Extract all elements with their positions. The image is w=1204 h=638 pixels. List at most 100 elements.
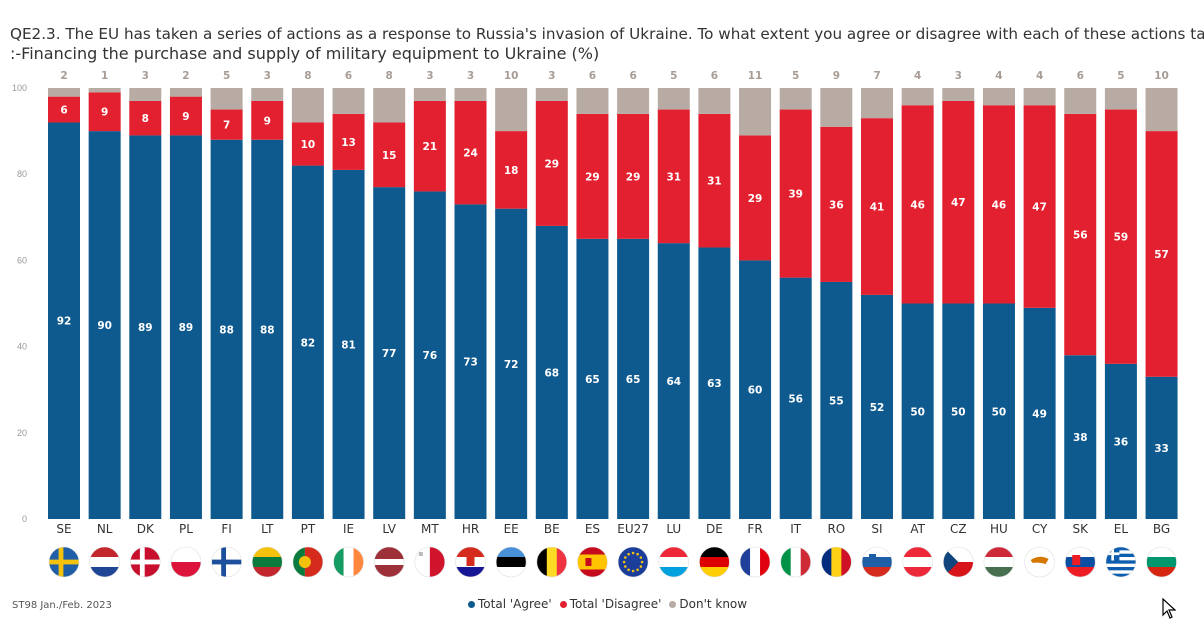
data-label-agree: 55	[829, 395, 844, 407]
category-label: IT	[790, 522, 802, 536]
data-label-dontknow: 5	[670, 70, 677, 82]
bar-disagree	[1023, 105, 1056, 308]
flag-it-icon	[780, 546, 812, 578]
data-label-dontknow: 6	[711, 70, 718, 82]
bar-dontknow	[88, 88, 121, 93]
bar-disagree	[698, 113, 731, 248]
chart-title: QE2.3. The EU has taken a series of acti…	[10, 24, 1204, 64]
data-label-dontknow: 6	[1077, 70, 1084, 82]
flag-el-icon	[1105, 546, 1137, 578]
bar-agree	[413, 191, 446, 519]
legend: Total 'Agree' Total 'Disagree' Don't kno…	[468, 597, 747, 611]
category-label: LU	[666, 522, 681, 536]
bar-agree	[1145, 376, 1178, 519]
data-label-disagree: 29	[585, 171, 600, 183]
data-label-agree: 77	[382, 348, 397, 360]
bar-dontknow	[413, 88, 446, 101]
flag-pl-icon	[170, 546, 202, 578]
data-label-dontknow: 6	[629, 70, 636, 82]
data-label-dontknow: 4	[1036, 70, 1043, 82]
data-label-agree: 88	[260, 324, 275, 336]
data-label-disagree: 8	[142, 113, 149, 125]
flag-si-icon	[861, 546, 893, 578]
data-label-dontknow: 5	[792, 70, 799, 82]
data-label-dontknow: 3	[467, 70, 474, 82]
flag-bg-icon	[1146, 546, 1177, 578]
flag-mt-icon	[414, 546, 446, 578]
bar-dontknow	[251, 88, 284, 101]
data-label-disagree: 9	[264, 115, 271, 127]
category-label: EL	[1114, 522, 1129, 536]
bar-dontknow	[739, 88, 772, 136]
bar-agree	[982, 303, 1015, 519]
bar-agree	[291, 165, 324, 519]
data-label-dontknow: 3	[426, 70, 433, 82]
data-label-agree: 49	[1032, 408, 1047, 420]
bar-disagree	[942, 100, 975, 304]
bar-agree	[210, 139, 243, 519]
legend-item-disagree: Total 'Disagree'	[559, 597, 661, 611]
data-label-disagree: 21	[423, 141, 438, 153]
bar-disagree	[739, 135, 772, 261]
bar-agree	[901, 303, 934, 519]
bar-agree	[576, 238, 609, 519]
y-tick-label: 80	[17, 169, 27, 179]
bar-agree	[739, 260, 772, 519]
bar-dontknow	[373, 88, 406, 123]
data-label-dontknow: 3	[955, 70, 962, 82]
data-label-agree: 65	[626, 374, 641, 386]
data-label-disagree: 29	[626, 171, 641, 183]
bar-dontknow	[942, 88, 975, 101]
legend-label-agree: Total 'Agree'	[478, 597, 552, 611]
flag-hr-icon	[455, 546, 486, 578]
bar-disagree	[576, 113, 609, 239]
data-label-agree: 50	[992, 406, 1007, 418]
bar-agree	[88, 131, 121, 519]
flag-cy-icon	[1024, 546, 1055, 578]
data-label-dontknow: 2	[60, 70, 67, 82]
category-label: FI	[221, 522, 231, 536]
flag-dk-icon	[130, 546, 161, 578]
data-label-agree: 60	[748, 385, 763, 397]
bar-agree	[861, 294, 893, 519]
category-label: EE	[504, 522, 519, 536]
bar-disagree	[657, 109, 690, 244]
data-label-agree: 73	[463, 357, 478, 369]
y-tick-label: 0	[22, 514, 27, 524]
bar-disagree	[210, 109, 243, 140]
flag-fr-icon	[739, 546, 771, 578]
legend-item-agree: Total 'Agree'	[468, 597, 552, 611]
category-label: EU27	[617, 522, 649, 536]
legend-label-dontknow: Don't know	[679, 597, 748, 611]
data-label-dontknow: 10	[504, 70, 519, 82]
flag-hu-icon	[983, 546, 1015, 578]
bar-agree	[657, 243, 690, 519]
bar-agree	[169, 135, 202, 519]
bar-dontknow	[657, 88, 690, 110]
data-label-disagree: 47	[1032, 202, 1047, 214]
flag-ro-icon	[821, 546, 852, 578]
bar-agree	[617, 238, 650, 519]
bar-agree	[48, 122, 80, 519]
bar-dontknow	[901, 88, 934, 106]
data-label-disagree: 46	[910, 199, 925, 211]
flag-at-icon	[902, 546, 933, 578]
bar-dontknow	[698, 88, 731, 114]
category-label: IE	[343, 522, 354, 536]
data-label-agree: 82	[301, 337, 316, 349]
flag-nl-icon	[89, 546, 120, 578]
data-label-dontknow: 5	[223, 70, 230, 82]
category-label: PT	[301, 522, 316, 536]
bar-disagree	[413, 100, 446, 192]
bar-disagree	[332, 113, 365, 170]
flag-pt-icon	[292, 546, 324, 578]
data-label-disagree: 18	[504, 165, 519, 177]
data-label-agree: 76	[423, 350, 438, 362]
data-label-disagree: 29	[748, 193, 763, 205]
data-label-dontknow: 10	[1154, 70, 1169, 82]
bar-disagree	[861, 118, 893, 295]
bar-dontknow	[535, 88, 568, 101]
data-label-disagree: 6	[60, 105, 67, 117]
data-label-disagree: 59	[1114, 232, 1129, 244]
y-tick-label: 60	[17, 255, 27, 265]
